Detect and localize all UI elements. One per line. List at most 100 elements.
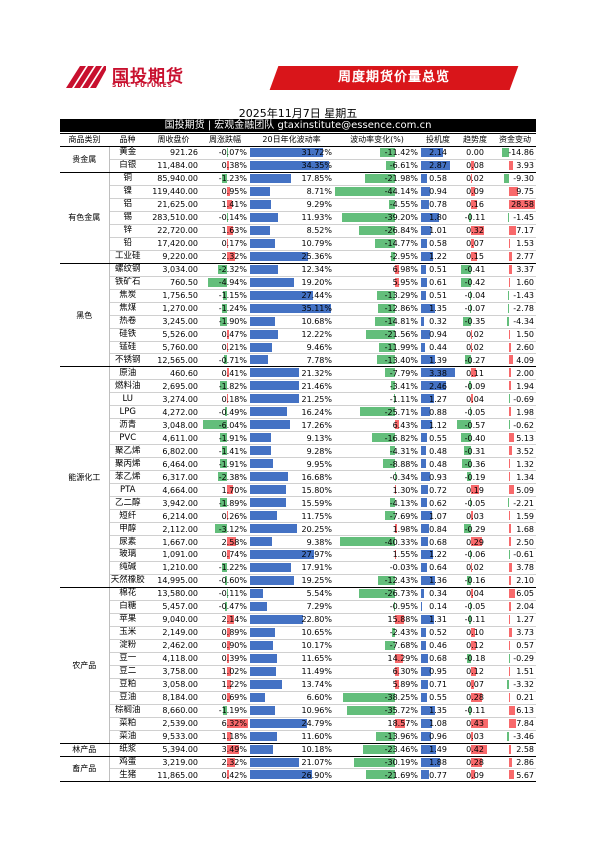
data-cell: -1.24% <box>201 302 249 316</box>
cell-value: 1.12 <box>429 420 447 430</box>
data-cell: 0.03 <box>456 509 494 524</box>
cell-value: 9.28% <box>306 446 332 456</box>
value-bar <box>471 666 476 676</box>
cell-value: 2.04 <box>516 602 534 612</box>
cell-value: -4.13% <box>389 498 418 508</box>
value-bar <box>464 524 472 534</box>
value-bar <box>464 355 472 365</box>
cell-value: 0.71 <box>429 680 447 690</box>
data-cell: -0.71% <box>201 353 249 368</box>
cell-value: 9.29% <box>306 200 332 210</box>
cell-value: 0.08 <box>466 161 484 171</box>
cell-value: 0.95% <box>221 187 247 197</box>
cell-value: 1.22 <box>429 252 447 262</box>
value-bar <box>250 433 272 443</box>
data-cell: 0.09 <box>456 185 494 199</box>
cell-value: -0.31 <box>464 446 486 456</box>
data-cell: 7.17 <box>494 224 536 238</box>
data-cell: 16.24% <box>249 405 334 420</box>
value-bar <box>343 692 396 702</box>
value-bar <box>354 757 396 767</box>
col-header: 波动率变化(%) <box>334 133 420 147</box>
value-bar <box>250 368 300 378</box>
value-bar <box>222 705 228 715</box>
data-cell: -0.09 <box>456 379 494 394</box>
value-bar <box>395 679 399 689</box>
value-bar <box>421 653 428 663</box>
value-bar <box>250 407 288 417</box>
table-row: 生猪 11,865.00 0.42% 26.90% -21.69% 0.77 0.09 5.6… <box>60 768 536 783</box>
commodity-name: 鸡蛋 <box>109 756 146 770</box>
data-cell: 1.39 <box>420 353 456 368</box>
value-bar <box>509 186 518 196</box>
data-cell: 0.96 <box>420 730 456 744</box>
data-cell: -0.05 <box>456 496 494 511</box>
cell-value: 11.75% <box>301 511 332 521</box>
data-cell: 0.38% <box>201 159 249 173</box>
value-bar <box>395 277 399 287</box>
cell-value: 1.55% <box>392 550 418 560</box>
value-bar <box>421 381 446 391</box>
cell-value: 1.70% <box>221 485 247 495</box>
commodity-name: 镍 <box>109 185 146 199</box>
value-bar <box>509 705 515 715</box>
value-bar <box>227 342 228 352</box>
data-cell: -0.05 <box>456 405 494 420</box>
value-bar <box>219 459 228 469</box>
cell-value: -0.47% <box>218 602 247 612</box>
table-row: 焦煤 1,270.00 -1.24% 35.11% -12.86% 1.35 -0.07 -2… <box>60 302 536 316</box>
cell-value: -38.25% <box>384 693 418 703</box>
data-cell: 0.32 <box>420 315 456 329</box>
data-cell: 0.00 <box>456 146 494 160</box>
data-cell: 14.29% <box>334 652 420 666</box>
cell-value: 6.13 <box>516 706 534 716</box>
data-cell: 1.94 <box>494 379 536 394</box>
table-row: 淀粉 2,462.00 0.90% 10.17% -7.68% 0.46 0.12 0.57 <box>60 639 536 653</box>
close-price: 11,484.00 <box>146 159 201 173</box>
cell-value: 0.43 <box>466 719 484 729</box>
table-row: PVC 4,611.00 -1.91% 9.13% -16.82% 0.55 -0.40 5.… <box>60 431 536 446</box>
data-cell: -0.29 <box>494 652 536 666</box>
value-bar <box>250 355 268 365</box>
data-cell: 0.72 <box>420 483 456 498</box>
value-bar <box>250 316 275 326</box>
value-bar <box>466 472 472 482</box>
value-bar <box>509 757 512 767</box>
cell-value: -14.86 <box>508 148 534 158</box>
commodity-name: 硅铁 <box>109 328 146 342</box>
cell-value: 1.07 <box>429 511 447 521</box>
data-cell: 7.29% <box>249 600 334 614</box>
data-cell: 0.12 <box>456 639 494 653</box>
data-cell: -2.43% <box>334 626 420 640</box>
table-row: 铁矿石 760.50 -4.94% 19.20% 5.95% 0.61 -0.42 1.60 <box>60 276 536 290</box>
data-cell: 0.07 <box>456 237 494 251</box>
value-bar <box>509 718 517 728</box>
data-cell: -0.47% <box>201 600 249 614</box>
close-price: 5,457.00 <box>146 600 201 614</box>
data-cell: 0.02 <box>456 341 494 355</box>
data-cell: 0.90% <box>201 639 249 653</box>
value-bar <box>471 199 478 209</box>
data-cell: 1.22% <box>201 678 249 692</box>
close-price: 119,440.00 <box>146 185 201 199</box>
data-cell: -1.90% <box>201 315 249 329</box>
value-bar <box>250 472 289 482</box>
data-cell: 0.14 <box>420 600 456 614</box>
value-bar <box>222 173 228 183</box>
data-cell: -4.13% <box>334 496 420 511</box>
data-cell: 6.32% <box>201 717 249 731</box>
table-row: 林产品 纸浆 5,394.00 3.49% 10.18% -23.46% 1.49 0.42 2… <box>60 743 536 757</box>
commodity-name: 豆二 <box>109 665 146 679</box>
close-price: 3,058.00 <box>146 678 201 692</box>
data-cell: -0.27 <box>456 353 494 368</box>
data-cell: 12.34% <box>249 263 334 277</box>
commodity-name: PVC <box>109 431 146 446</box>
value-bar <box>508 212 509 222</box>
cell-value: 1.27 <box>429 394 447 404</box>
value-bar <box>225 601 228 611</box>
value-bar <box>421 705 435 715</box>
value-bar <box>421 692 427 702</box>
value-bar <box>470 290 472 300</box>
data-cell: 0.43 <box>456 717 494 731</box>
value-bar <box>509 640 510 650</box>
